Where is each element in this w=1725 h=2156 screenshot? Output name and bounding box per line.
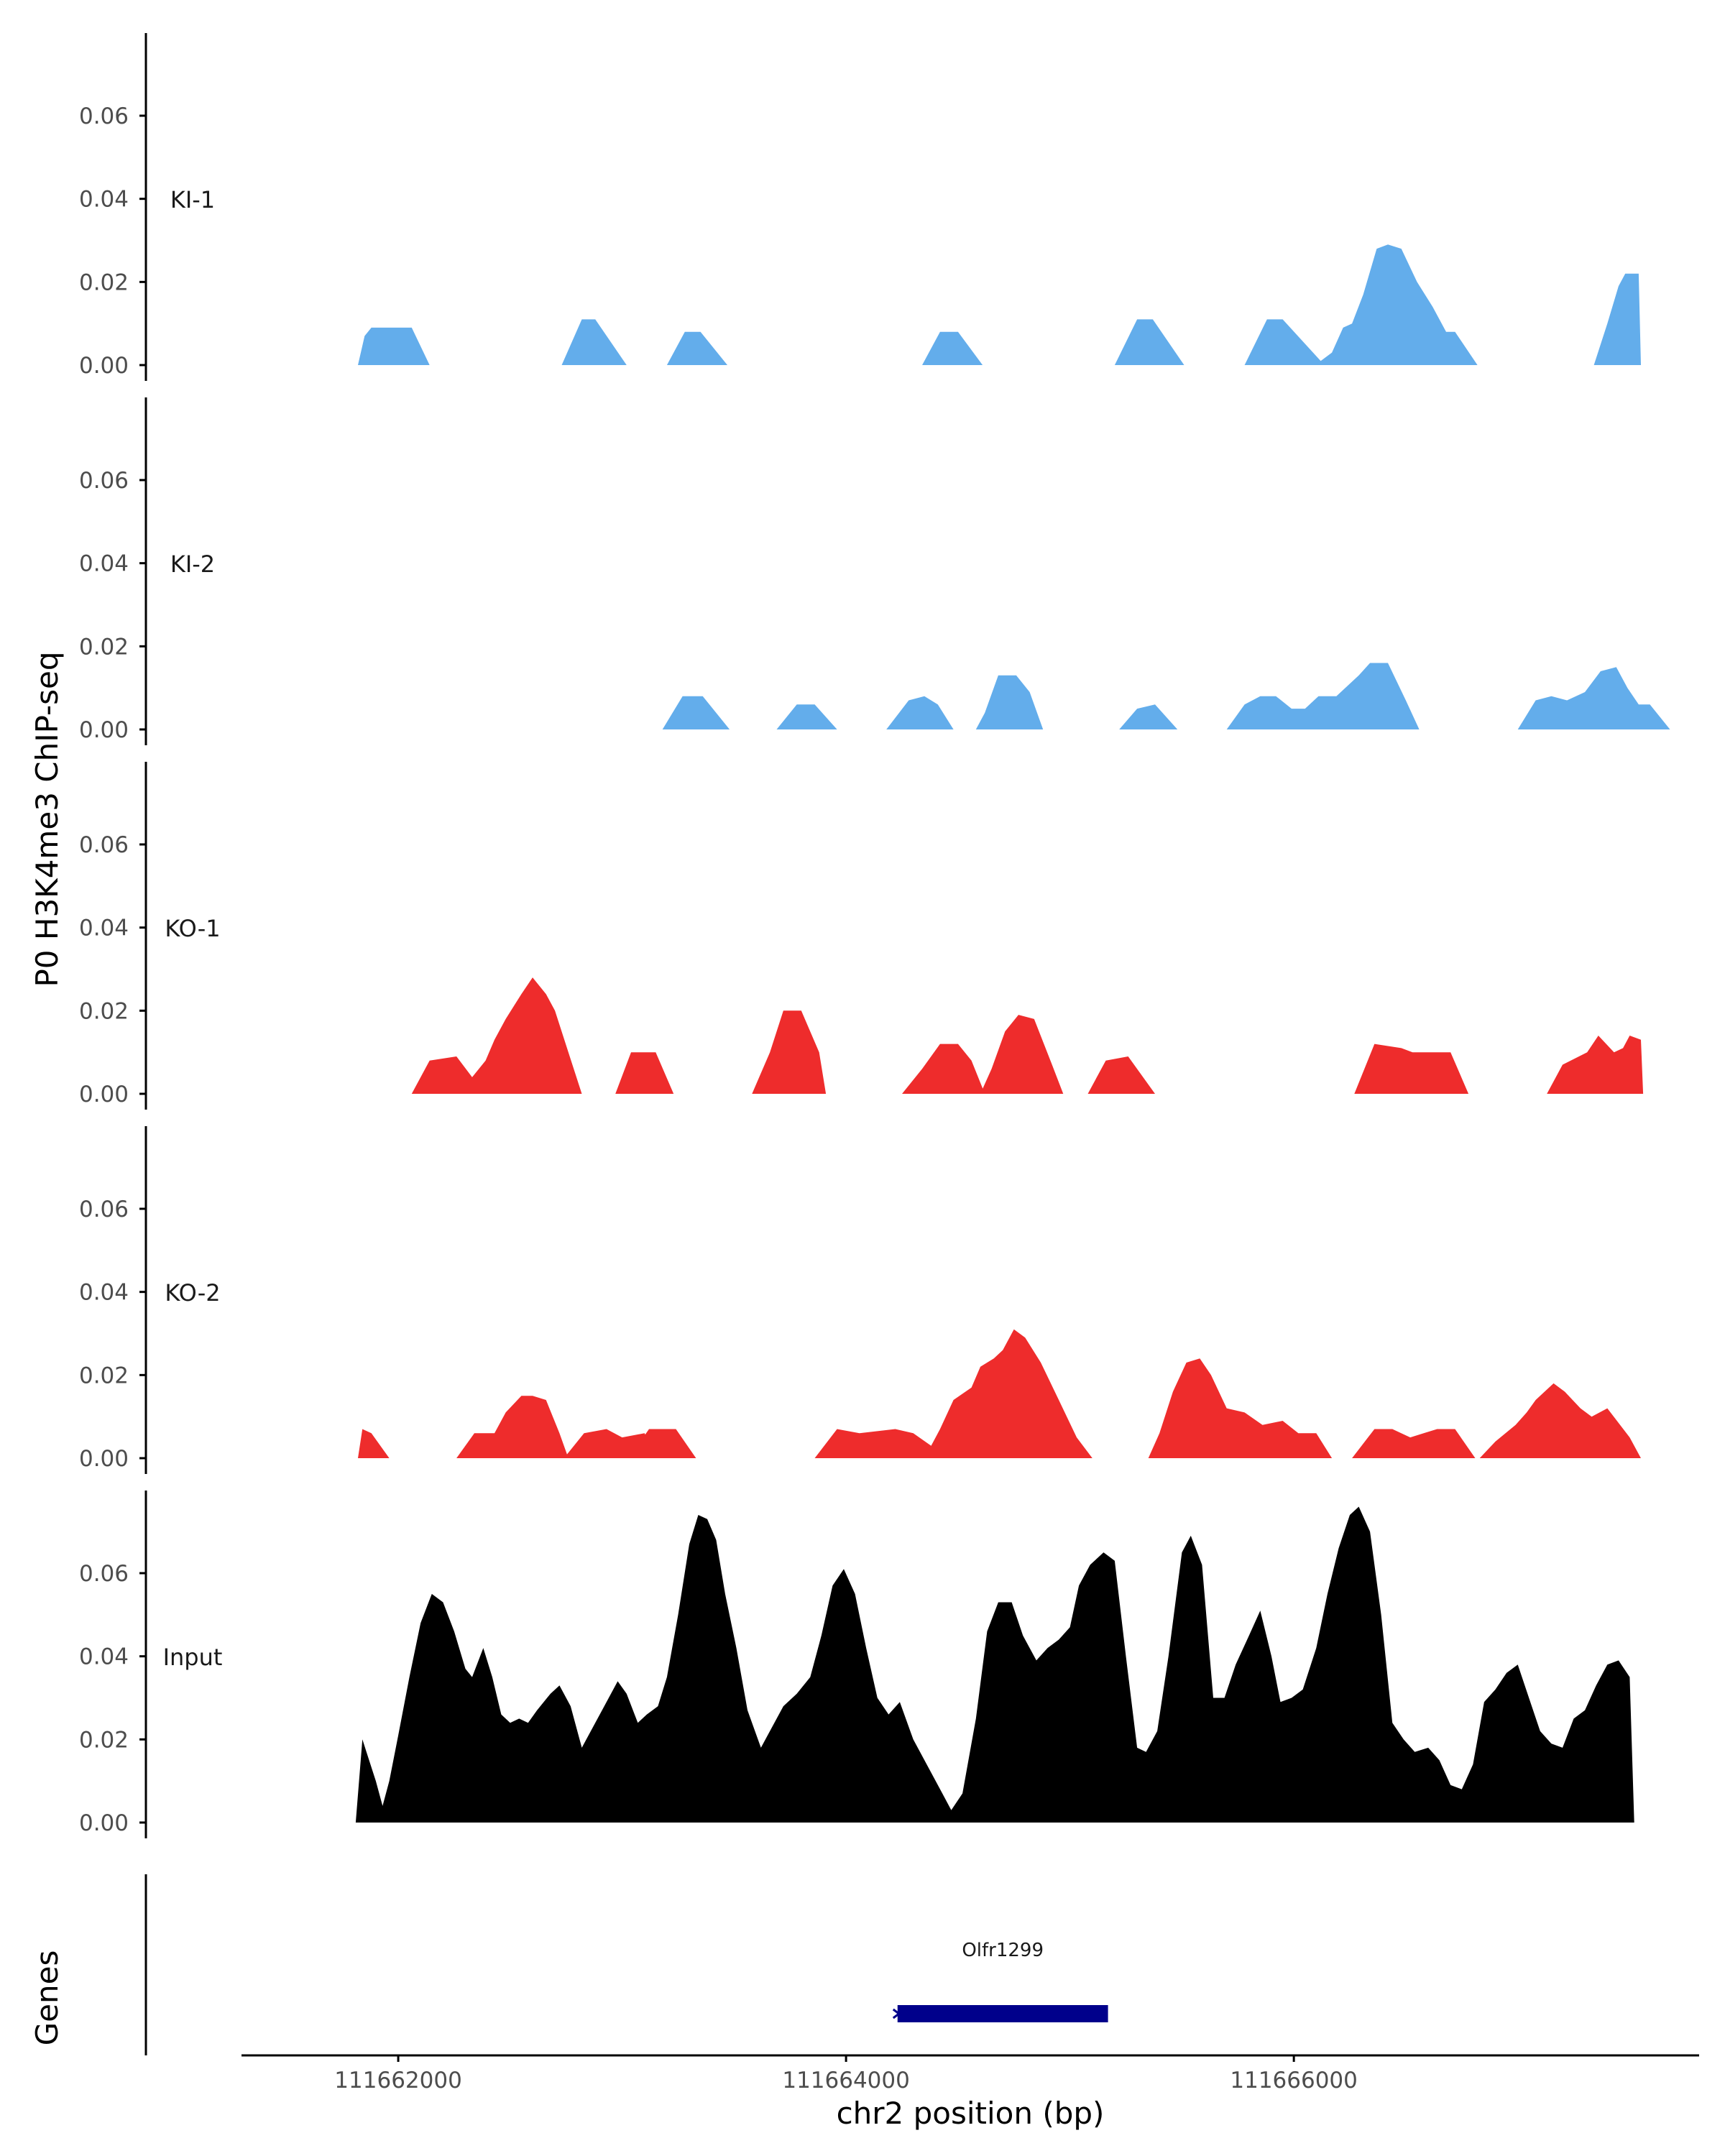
track-label: KI-2 [170, 550, 215, 578]
coverage-tracks: 0.00 0.02 0.04 0.06 KI-1 0.00 0.02 0.04 0.06 KI-2… [79, 33, 1670, 1838]
y-tick-label: 0.04 [79, 916, 129, 941]
y-tick-label: 0.00 [79, 717, 129, 743]
y-tick-label: 0.02 [79, 270, 129, 295]
track-ki-1: 0.00 0.02 0.04 0.06 KI-1 [79, 33, 1641, 381]
genes-axis-title: Genes [29, 1950, 65, 2046]
coverage-area-ki-2 [662, 663, 1670, 729]
coverage-area-ki-1 [358, 244, 1641, 365]
y-tick-label: 0.04 [79, 1644, 129, 1670]
y-tick-label: 0.02 [79, 1727, 129, 1753]
y-tick-label: 0.04 [79, 187, 129, 213]
y-tick-label: 0.02 [79, 1363, 129, 1388]
track-ko-1: 0.00 0.02 0.04 0.06 KO-1 [79, 762, 1644, 1110]
coverage-area-ko-2 [358, 1329, 1641, 1458]
coverage-area-input [355, 1506, 1634, 1823]
genes-panel: Olfr1299 [144, 1874, 1108, 2055]
y-tick-label: 0.04 [79, 551, 129, 577]
x-tick-label: 111666000 [1230, 2068, 1358, 2093]
track-label: Input [163, 1644, 223, 1671]
y-tick-label: 0.06 [79, 832, 129, 858]
y-axis-title: P0 H3K4me3 ChIP-seq [29, 651, 65, 987]
strand-arrow [892, 2008, 901, 2019]
y-tick-label: 0.06 [79, 1561, 129, 1587]
track-input: 0.00 0.02 0.04 0.06 Input [79, 1491, 1634, 1838]
x-tick-label: 111664000 [782, 2068, 910, 2093]
y-tick-label: 0.02 [79, 998, 129, 1024]
gene-label: Olfr1299 [962, 1940, 1044, 1961]
y-tick-label: 0.00 [79, 353, 129, 379]
x-axis-title: chr2 position (bp) [837, 2096, 1105, 2131]
track-ko-2: 0.00 0.02 0.04 0.06 KO-2 [79, 1126, 1641, 1474]
y-tick-label: 0.00 [79, 1810, 129, 1836]
y-tick-label: 0.00 [79, 1446, 129, 1472]
x-axis: 111662000 111664000 111666000 [242, 2054, 1699, 2093]
track-label: KO-2 [165, 1279, 220, 1307]
track-ki-2: 0.00 0.02 0.04 0.06 KI-2 [79, 397, 1670, 745]
y-tick-label: 0.02 [79, 634, 129, 660]
y-tick-label: 0.06 [79, 468, 129, 494]
y-tick-label: 0.06 [79, 103, 129, 129]
y-tick-label: 0.06 [79, 1197, 129, 1222]
track-label: KO-1 [165, 915, 220, 942]
gene-body [897, 2005, 1108, 2022]
track-label: KI-1 [170, 186, 215, 213]
gene-olfr1299: Olfr1299 [892, 1940, 1108, 2022]
coverage-area-ko-1 [411, 977, 1644, 1094]
y-tick-label: 0.00 [79, 1082, 129, 1107]
x-tick-label: 111662000 [334, 2068, 462, 2093]
y-tick-label: 0.04 [79, 1280, 129, 1306]
